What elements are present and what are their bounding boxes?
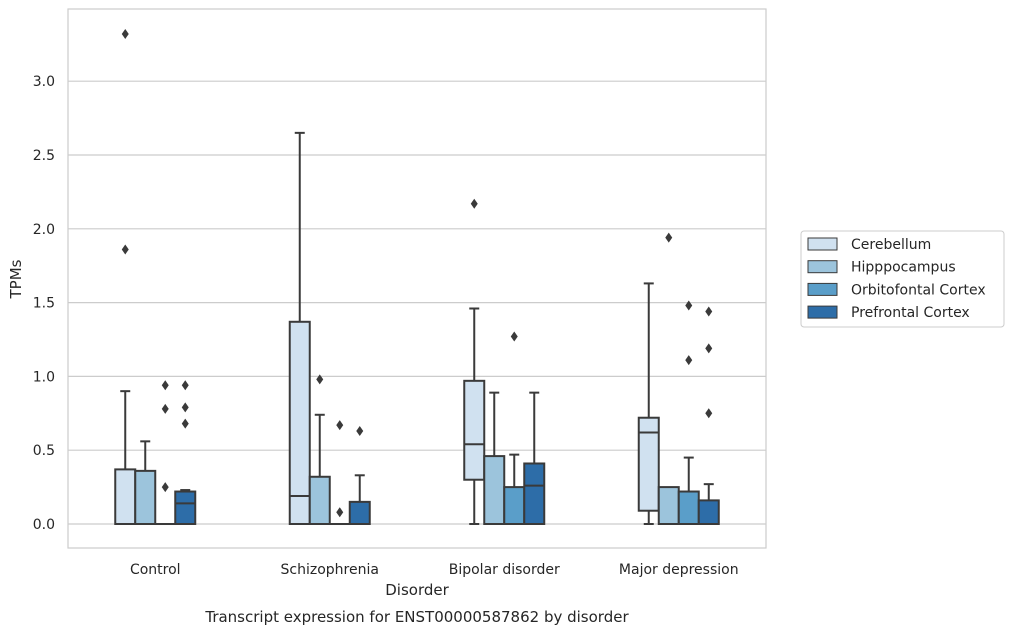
box-prefrontal-cortex [348,426,371,525]
box [523,462,546,526]
legend-items: Cerebellum Hipppocampus Orbitofontal Corte… [807,237,986,321]
box-hipppocampus [134,440,157,526]
chart-caption: Transcript expression for ENST0000058786… [204,608,629,626]
box [348,500,371,525]
outlier-point [510,331,518,342]
box [288,320,311,525]
outlier-point [121,244,129,255]
x-tick-label: Bipolar disorder [449,562,560,578]
outlier-point [161,403,169,414]
legend-frame [800,230,1005,328]
box [463,379,486,481]
box-groups [114,28,720,526]
box [677,490,700,526]
grid-lines [68,80,766,525]
x-tick-label: Major depression [619,562,739,578]
x-tick-label: Control [130,562,181,578]
box [114,468,137,525]
y-tick-label: 2.5 [33,148,55,164]
y-tick-label: 0.0 [33,517,55,533]
outlier-point [356,426,364,437]
box-cerebellum [463,198,486,525]
x-axis-label: Disorder [385,581,449,599]
legend-swatch [807,237,838,251]
box-orbitofontal-cortex [503,331,526,526]
outlier-point [121,28,129,39]
box-cerebellum [637,282,660,525]
box-prefrontal-cortex [174,380,197,526]
legend-label: Prefrontal Cortex [851,305,970,321]
box-hipppocampus [308,374,331,526]
outlier-point [181,418,189,429]
outlier-point [161,380,169,391]
outlier-point [665,232,673,243]
outlier-point [705,408,713,419]
box-prefrontal-cortex [697,306,720,526]
outlier-point [685,355,693,366]
box-hipppocampus [657,232,680,526]
box [637,416,660,512]
legend-label: Cerebellum [851,237,931,253]
box-hipppocampus [483,391,506,526]
box [697,499,720,526]
y-tick-label: 2.0 [33,222,55,238]
box [174,490,197,526]
box-orbitofontal-cortex [154,380,177,526]
outlier-point [336,420,344,431]
outlier-point [181,402,189,413]
legend-label: Hipppocampus [851,260,956,276]
outlier-point [470,198,478,209]
x-tick-labels: Control Schizophrenia Bipolar disorder Majo… [130,562,739,578]
legend-swatch [807,260,838,274]
y-axis-label: TPMs [7,259,25,299]
outlier-point [316,374,324,385]
legend-label: Orbitofontal Cortex [851,282,986,298]
outlier-point [161,482,169,493]
y-tick-label: 1.0 [33,369,55,385]
plot-frame [67,8,767,549]
box [134,469,157,526]
legend: Cerebellum Hipppocampus Orbitofontal Corte… [800,230,1005,328]
box [503,486,526,526]
y-tick-label: 0.5 [33,443,55,459]
outlier-point [181,380,189,391]
box-orbitofontal-cortex [328,420,351,526]
box [657,486,680,526]
y-tick-labels: 0.0 0.5 1.0 1.5 2.0 2.5 3.0 [33,74,55,533]
outlier-point [705,306,713,317]
outlier-point [705,343,713,354]
outlier-point [336,507,344,518]
legend-swatch [807,282,838,296]
outlier-point [685,300,693,311]
y-tick-label: 1.5 [33,296,55,312]
box [483,455,506,526]
box-prefrontal-cortex [523,391,546,526]
box [308,475,331,526]
box-cerebellum [288,131,311,525]
legend-swatch [807,305,838,319]
x-tick-label: Schizophrenia [281,562,379,578]
y-tick-label: 3.0 [33,74,55,90]
box-orbitofontal-cortex [677,300,700,526]
